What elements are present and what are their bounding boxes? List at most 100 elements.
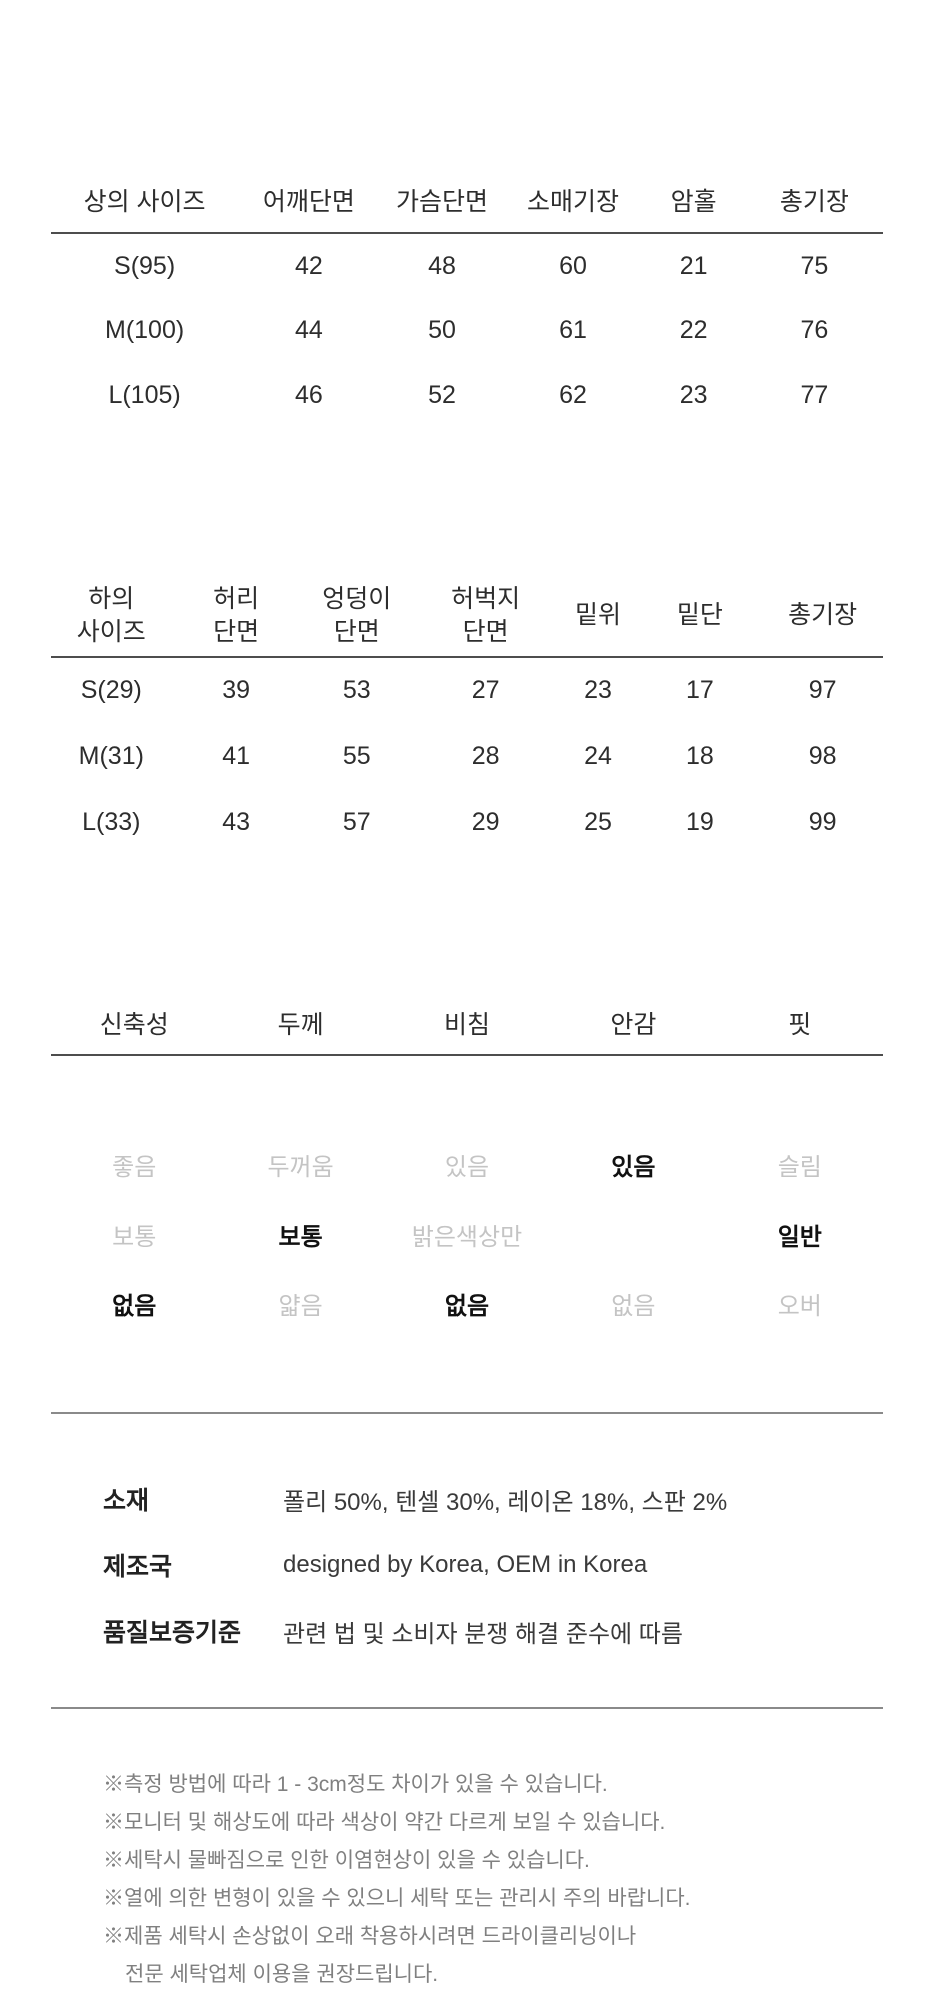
attributes-header-row: 신축성 두께 비침 안감 핏 [51,992,883,1056]
size-cell: 39 [222,676,250,704]
size-row: S(95) 42 48 60 21 75 [51,233,883,298]
attribute-row: 없음 얇음 없음 없음 오버 [51,1269,883,1413]
column-header: 신축성 [51,992,218,1056]
product-info-rows: 소재 폴리 50%, 텐셀 30%, 레이온 18%, 스판 2% 제조국 desig… [51,1466,883,1709]
size-cell: L(105) [108,381,181,409]
size-cell: 17 [686,676,714,704]
note-line: ※측정 방법에 따라 1 - 3cm정도 차이가 있을 수 있습니다. [103,1773,608,1796]
info-value: designed by Korea, OEM in Korea [283,1551,648,1578]
size-cell: 77 [800,381,829,409]
size-cell: 19 [686,807,714,836]
attribute-option: 좋음 [112,1154,157,1181]
column-header: 핏 [716,992,883,1056]
fabric-attributes-table: 신축성 두께 비침 안감 핏 좋음 두꺼움 있음 있음 슬림 보통 보통 밝은색상만 일반 없음 얇음 없음 없… [51,992,883,1414]
note-line: ※열에 의한 변형이 있을 수 있으니 세탁 또는 관리시 주의 바랍니다. [103,1887,691,1910]
attribute-option: 없음 [444,1293,490,1320]
note-line: ※모니터 및 해상도에 따라 색상이 약간 다르게 보일 수 있습니다. [103,1811,666,1834]
size-cell: 76 [800,316,829,344]
attribute-option: 보통 [112,1223,157,1251]
column-header: 허벅지 단면 [412,575,559,658]
attribute-option: 오버 [777,1293,822,1320]
attribute-option: 없음 [611,1293,656,1320]
size-cell: 23 [584,676,612,704]
top-size-section: 상의 사이즈 어깨단면 가슴단면 소매기장 암홀 총기장 S(95) 42 48 60 21 75 M… [0,0,934,428]
bottom-size-header-row: 하의 사이즈 허리 단면 엉덩이 단면 허벅지 단면 밑위 밑단 총기장 [51,575,883,658]
info-row: 제조국 designed by Korea, OEM in Korea [103,1532,883,1598]
attribute-option: 일반 [777,1223,822,1251]
info-label: 소재 [103,1487,150,1515]
attribute-option: 보통 [278,1223,323,1251]
info-row: 품질보증기준 관련 법 및 소비자 분쟁 해결 준수에 따름 [103,1598,883,1664]
size-cell: S(95) [114,251,176,280]
size-cell: 55 [342,741,371,770]
size-cell: 23 [679,381,708,409]
size-cell: 57 [342,807,371,836]
size-cell: 24 [584,741,612,770]
attribute-option: 있음 [444,1154,490,1181]
column-header: 암홀 [641,167,746,234]
column-header: 상의 사이즈 [51,167,239,234]
attribute-row: 보통 보통 밝은색상만 일반 [51,1199,883,1269]
column-header: 안감 [550,992,717,1056]
product-info-section: 소재 폴리 50%, 텐셀 30%, 레이온 18%, 스판 2% 제조국 desig… [0,1414,934,1709]
size-cell: 62 [559,381,587,409]
column-header: 하의 사이즈 [51,575,172,658]
column-header: 엉덩이 단면 [300,575,413,658]
bottom-size-section: 하의 사이즈 허리 단면 엉덩이 단면 허벅지 단면 밑위 밑단 총기장 S(29) 39 53 27 23… [0,428,934,855]
size-cell: 52 [428,381,456,409]
size-cell: 27 [471,676,500,704]
size-cell: 97 [808,676,837,704]
size-row: L(33) 43 57 29 25 19 99 [51,789,883,855]
size-cell: 46 [295,381,323,409]
size-cell: 50 [428,316,456,344]
size-cell: M(31) [78,741,144,770]
info-label: 제조국 [103,1553,173,1581]
note-line: ※세탁시 물빠짐으로 인한 이염현상이 있을 수 있습니다. [103,1849,590,1872]
attribute-row: 좋음 두꺼움 있음 있음 슬림 [51,1055,883,1199]
size-cell: S(29) [80,676,142,704]
column-header: 총기장 [762,575,883,658]
size-cell: 22 [679,316,708,344]
bottom-size-table: 하의 사이즈 허리 단면 엉덩이 단면 허벅지 단면 밑위 밑단 총기장 S(29) 39 53 27 23… [51,575,883,855]
size-cell: 75 [800,251,829,280]
column-header: 두께 [217,992,384,1056]
column-header: 총기장 [745,167,883,234]
column-header: 어깨단면 [238,167,380,234]
care-notes-section: ※측정 방법에 따라 1 - 3cm정도 차이가 있을 수 있습니다. ※모니터 … [0,1709,934,1994]
size-cell: 98 [808,741,837,770]
attribute-option: 슬림 [777,1154,822,1181]
column-header: 밑위 [558,575,638,658]
fabric-attributes-section: 신축성 두께 비침 안감 핏 좋음 두꺼움 있음 있음 슬림 보통 보통 밝은색상만 일반 없음 얇음 없음 없… [0,992,934,1414]
info-row: 소재 폴리 50%, 텐셀 30%, 레이온 18%, 스판 2% [103,1466,883,1532]
size-cell: 28 [471,741,500,770]
column-header: 소매기장 [504,167,642,234]
column-header: 비침 [383,992,551,1056]
attribute-option: 없음 [112,1293,157,1320]
note-line: 전문 세탁업체 이용을 권장드립니다. [125,1963,439,1986]
size-cell: 25 [584,807,612,836]
size-row: M(100) 44 50 61 22 76 [51,298,883,363]
note-line: ※제품 세탁시 손상없이 오래 착용하시려면 드라이클리닝이나 [103,1925,637,1948]
size-cell: 29 [471,807,500,836]
top-size-table: 상의 사이즈 어깨단면 가슴단면 소매기장 암홀 총기장 S(95) 42 48 60 21 75 M… [51,167,883,428]
size-cell: 21 [679,251,708,280]
size-cell: 99 [808,807,837,836]
size-cell: 18 [686,741,714,770]
info-value: 폴리 50%, 텐셀 30%, 레이온 18%, 스판 2% [283,1488,728,1516]
size-cell: 60 [559,251,587,280]
column-header: 밑단 [637,575,763,658]
attribute-option: 두꺼움 [267,1154,334,1181]
size-cell: 43 [222,807,250,836]
top-size-header-row: 상의 사이즈 어깨단면 가슴단면 소매기장 암홀 총기장 [51,167,883,234]
attribute-option [550,1199,716,1269]
size-cell: M(100) [105,316,185,344]
size-row: L(105) 46 52 62 23 77 [51,363,883,428]
attribute-option: 얇음 [278,1293,323,1320]
size-cell: 44 [295,316,323,344]
attribute-option: 밝은색상만 [411,1223,523,1251]
size-cell: 53 [342,676,371,704]
column-header: 가슴단면 [379,167,505,234]
size-cell: L(33) [82,807,141,836]
size-cell: 48 [428,251,456,280]
